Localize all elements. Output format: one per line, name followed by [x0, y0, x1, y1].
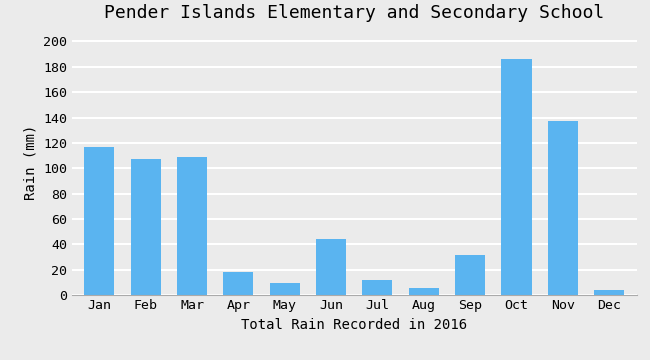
Bar — [177, 157, 207, 295]
Bar — [455, 255, 485, 295]
Y-axis label: Rain (mm): Rain (mm) — [24, 124, 38, 200]
Bar — [409, 288, 439, 295]
Bar — [316, 239, 346, 295]
Bar — [84, 147, 114, 295]
X-axis label: Total Rain Recorded in 2016: Total Rain Recorded in 2016 — [241, 318, 467, 332]
Bar — [548, 121, 578, 295]
Bar — [131, 159, 161, 295]
Bar — [362, 280, 393, 295]
Bar — [594, 290, 624, 295]
Title: Pender Islands Elementary and Secondary School: Pender Islands Elementary and Secondary … — [104, 4, 604, 22]
Bar — [224, 273, 254, 295]
Bar — [270, 283, 300, 295]
Bar — [501, 59, 532, 295]
